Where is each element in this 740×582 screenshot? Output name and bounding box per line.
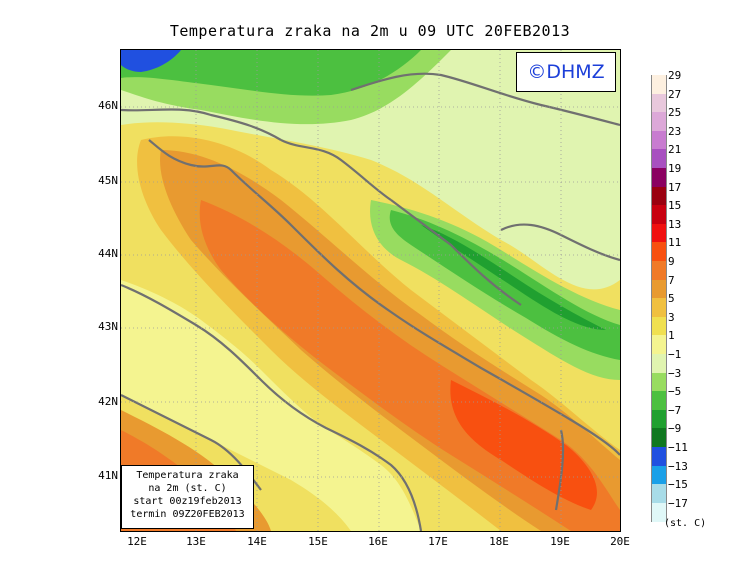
info-line-4: termin 09Z20FEB2013 xyxy=(130,509,245,520)
legend-label: −17 xyxy=(668,496,688,510)
legend-units: (st. C) xyxy=(664,518,707,529)
legend-swatch xyxy=(651,447,667,466)
legend-label: 13 xyxy=(668,217,682,231)
legend-swatch xyxy=(651,502,667,522)
legend-swatch xyxy=(651,93,667,113)
legend-label: −9 xyxy=(668,422,682,436)
legend-swatch xyxy=(651,335,667,355)
info-line-2: na 2m (st. C) xyxy=(148,483,227,494)
legend-swatch xyxy=(651,112,667,132)
legend-label: 25 xyxy=(668,106,682,120)
legend-swatch xyxy=(651,298,667,318)
map-title: Temperatura zraka na 2m u 09 UTC 20FEB20… xyxy=(169,22,571,40)
legend-swatch xyxy=(651,391,667,411)
lon-label-20e: 20E xyxy=(610,535,630,548)
legend-label: −3 xyxy=(668,366,682,380)
legend-label: 5 xyxy=(668,292,675,306)
lon-label-18e: 18E xyxy=(489,535,509,548)
info-line-3: start 00z19feb2013 xyxy=(133,496,242,507)
legend-swatch xyxy=(651,75,667,94)
lon-label-15e: 15E xyxy=(308,535,328,548)
copyright-label: ©DHMZ xyxy=(516,52,616,92)
legend-label: 1 xyxy=(668,329,675,343)
legend-swatch xyxy=(651,223,667,243)
legend-swatch xyxy=(651,428,667,448)
lat-label-44n: 44N xyxy=(98,247,118,260)
legend-swatch xyxy=(651,279,667,299)
legend-swatch xyxy=(651,465,667,485)
lat-label-45n: 45N xyxy=(98,174,118,187)
legend-swatch xyxy=(651,261,667,280)
legend-label: −7 xyxy=(668,403,682,417)
legend-swatch xyxy=(651,484,667,504)
legend-label: −5 xyxy=(668,385,682,399)
lat-label-41n: 41N xyxy=(98,469,118,482)
lat-label-42n: 42N xyxy=(98,395,118,408)
legend-label: 3 xyxy=(668,310,675,324)
legend-label: −11 xyxy=(668,441,688,454)
info-box: Temperatura zraka na 2m (st. C) start 00… xyxy=(121,465,254,529)
legend-swatch xyxy=(651,168,667,187)
legend-swatch xyxy=(651,130,667,150)
legend-swatch xyxy=(651,186,667,206)
legend-swatch xyxy=(651,354,667,373)
lon-label-14e: 14E xyxy=(247,535,267,548)
lon-label-19e: 19E xyxy=(550,535,570,548)
legend-swatch xyxy=(651,149,667,169)
legend-label: −15 xyxy=(668,478,688,492)
legend-label: 23 xyxy=(668,124,682,138)
legend-label: 15 xyxy=(668,199,682,213)
legend-label: 21 xyxy=(668,143,682,157)
lon-label-16e: 16E xyxy=(368,535,388,548)
lon-label-13e: 13E xyxy=(186,535,206,548)
temperature-map xyxy=(120,49,621,532)
legend-swatch xyxy=(651,409,667,429)
legend-swatch xyxy=(651,242,667,262)
legend-label: −1 xyxy=(668,348,682,361)
info-line-1: Temperatura zraka xyxy=(136,470,239,481)
legend-label: 17 xyxy=(668,180,682,194)
legend-swatch xyxy=(651,316,667,336)
legend-label: −13 xyxy=(668,459,688,473)
legend-label: 27 xyxy=(668,87,682,101)
lat-label-46n: 46N xyxy=(98,99,118,112)
legend-label: 19 xyxy=(668,162,682,175)
legend-label: 9 xyxy=(668,255,675,268)
lon-label-17e: 17E xyxy=(428,535,448,548)
lon-label-12e: 12E xyxy=(127,535,147,548)
legend-swatch xyxy=(651,205,667,225)
legend-label: 7 xyxy=(668,273,675,287)
legend-swatch xyxy=(651,372,667,392)
lat-label-43n: 43N xyxy=(98,320,118,333)
legend-label: 11 xyxy=(668,236,682,250)
legend-label: 29 xyxy=(668,69,682,82)
